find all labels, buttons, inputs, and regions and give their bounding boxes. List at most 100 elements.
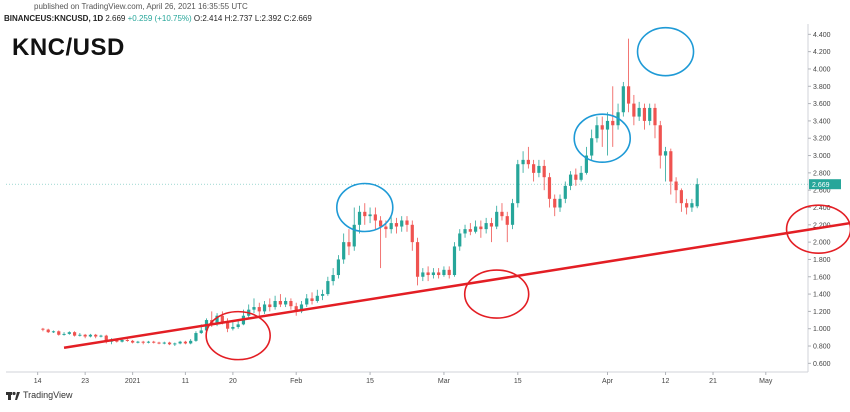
brand-name: TradingView — [23, 390, 73, 400]
candle — [553, 194, 557, 217]
candle-body — [373, 214, 377, 221]
candle-body — [199, 330, 203, 334]
candle-body — [99, 335, 103, 337]
candle-body — [215, 315, 219, 325]
candle-body — [51, 331, 56, 333]
candle-body — [463, 229, 467, 234]
candle — [284, 297, 288, 308]
candle — [294, 302, 298, 316]
last-price-tag — [809, 179, 841, 190]
candle-body — [320, 294, 325, 296]
y-tick-label: 1.600 — [813, 274, 831, 281]
candle-body — [611, 120, 615, 126]
candle — [247, 304, 251, 319]
candle — [521, 151, 525, 173]
candle-body — [125, 339, 129, 341]
candle-body — [262, 304, 267, 312]
y-tick-label: 0.800 — [813, 344, 831, 351]
candle-body — [342, 242, 346, 260]
candle — [574, 168, 578, 186]
candle — [468, 223, 472, 236]
y-tick-label: 1.800 — [813, 257, 831, 264]
candle-body — [379, 220, 383, 227]
ticker-info: BINANCEUS:KNCUSD, 1D 2.669 +0.259 (+10.7… — [4, 14, 312, 23]
candle — [479, 220, 483, 238]
candle-body — [252, 307, 256, 310]
candle-body — [500, 211, 504, 217]
y-tick-label: 2.000 — [813, 240, 831, 247]
candle-body — [115, 339, 119, 342]
candle-body — [415, 242, 420, 277]
candle — [600, 116, 604, 147]
candle — [590, 129, 594, 160]
candle-body — [542, 165, 546, 178]
x-tick-label: 23 — [81, 378, 89, 385]
x-tick-label: 14 — [34, 378, 42, 385]
candle-body — [431, 272, 435, 276]
candle — [67, 331, 71, 335]
candle — [410, 220, 414, 251]
candle-body — [495, 211, 499, 227]
candle — [136, 340, 140, 344]
last-price-label: 2.669 — [105, 14, 126, 23]
candle-body — [226, 321, 230, 329]
candle — [510, 198, 515, 230]
y-tick-label: 4.000 — [813, 66, 831, 73]
candle — [368, 207, 372, 224]
candle — [663, 146, 668, 182]
candle-body — [558, 198, 562, 208]
candle — [616, 103, 620, 130]
candle — [579, 165, 583, 182]
candle — [167, 341, 172, 346]
candle-body — [479, 226, 483, 230]
candle — [653, 103, 657, 139]
candle-body — [162, 342, 166, 344]
candle — [189, 339, 193, 345]
candle — [584, 146, 588, 175]
candle-body — [67, 332, 71, 334]
x-tick-label: 2021 — [125, 378, 141, 385]
candle-body — [648, 107, 652, 121]
candle-body — [152, 341, 156, 343]
candle — [463, 224, 467, 238]
candle — [394, 217, 399, 234]
candle — [373, 207, 377, 230]
y-tick-label: 2.200 — [813, 222, 831, 229]
candle — [516, 159, 520, 208]
candle — [658, 120, 662, 169]
y-tick-label: 3.800 — [813, 84, 831, 91]
candle-body — [299, 304, 304, 312]
candle-body — [553, 198, 557, 208]
candle-body — [510, 203, 515, 225]
candle-body — [368, 214, 372, 217]
brand-footer[interactable]: TradingView — [6, 390, 73, 400]
candle — [57, 330, 61, 336]
candle — [674, 177, 678, 204]
change-label: +0.259 (+10.75%) — [127, 14, 192, 23]
y-tick-label: 2.400 — [813, 205, 831, 212]
candle-body — [289, 301, 293, 307]
symbol-label: BINANCEUS:KNCUSD, 1D — [4, 14, 104, 23]
y-tick-label: 2.800 — [813, 170, 831, 177]
y-tick-label: 2.600 — [813, 188, 831, 195]
candle-body — [537, 165, 541, 173]
candle — [690, 198, 694, 212]
candle-body — [400, 220, 404, 227]
y-tick-label: 0.600 — [813, 361, 831, 368]
candle-body — [194, 333, 198, 341]
x-tick-label: 20 — [229, 378, 237, 385]
candle-body — [458, 233, 462, 247]
candle — [357, 205, 362, 234]
candle-body — [563, 185, 567, 199]
candle — [558, 194, 562, 212]
candle — [415, 237, 420, 286]
candle — [141, 340, 145, 345]
candle-body — [72, 332, 77, 336]
candle-body — [547, 177, 552, 199]
candle-body — [141, 341, 145, 343]
candle — [437, 268, 441, 279]
candle-body — [574, 174, 578, 180]
candle — [405, 216, 409, 232]
support-circle — [205, 310, 271, 361]
